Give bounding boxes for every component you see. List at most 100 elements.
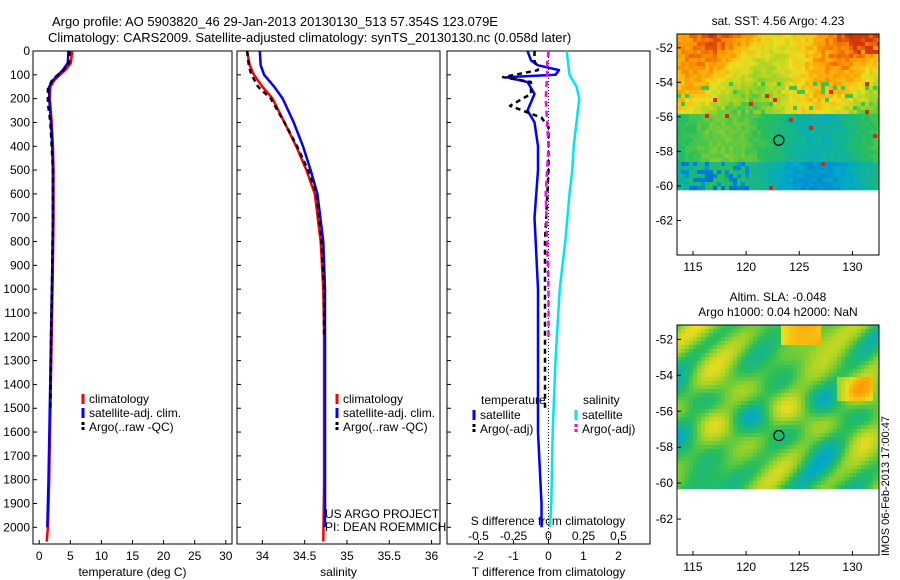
sla-map-cell	[729, 345, 734, 350]
sla-map-cell	[697, 401, 702, 406]
sla-map-cell	[729, 361, 734, 366]
sst-map-cell	[797, 178, 802, 183]
sst-map-cell	[821, 150, 826, 155]
sst-map-cell	[709, 86, 714, 91]
sst-map-cell	[785, 66, 790, 71]
sst-map-cell	[873, 142, 878, 147]
sla-map-cell	[865, 433, 870, 438]
sst-map-cell	[865, 70, 870, 75]
sla-map-cell	[693, 333, 698, 338]
sst-map-cell	[829, 86, 834, 91]
sla-map-cell	[757, 445, 762, 450]
sst-map-cell	[693, 162, 698, 167]
sst-map-cell	[805, 98, 810, 103]
sla-map-cell	[733, 353, 738, 358]
sst-map-cell	[789, 70, 794, 75]
y-tick-label-500: 500	[10, 163, 30, 177]
sla-map-cell	[769, 329, 774, 334]
sla-map-x-tick-label-125: 125	[789, 560, 809, 574]
sla-map-cell	[865, 329, 870, 334]
sst-map-cell	[817, 66, 822, 71]
sst-map-cell	[765, 86, 770, 91]
sst-map-cell	[721, 158, 726, 163]
sla-map-cell	[769, 365, 774, 370]
sla-map-cell	[785, 453, 790, 458]
sla-map-cell	[797, 453, 802, 458]
sla-map-cell	[769, 325, 774, 330]
sst-map-cell	[793, 102, 798, 107]
sst-map-cell	[777, 78, 782, 83]
sst-map-cell	[769, 34, 774, 39]
sla-map-cell	[725, 485, 730, 490]
sst-map-cell	[841, 134, 846, 139]
sst-map-cell	[681, 98, 686, 103]
sst-map-cell	[697, 106, 702, 111]
sst-map-cell	[725, 58, 730, 63]
sst-map-cell	[829, 50, 834, 55]
sst-map-x-tick-label-130: 130	[842, 260, 862, 274]
sla-map-cell	[677, 369, 682, 374]
sst-map-cell	[821, 158, 826, 163]
sst-map-cell	[869, 70, 874, 75]
sst-map-cell	[697, 102, 702, 107]
sla-map-cell	[813, 441, 818, 446]
sla-map-cell	[805, 417, 810, 422]
sst-map-cell	[785, 62, 790, 67]
sla-map-cell	[737, 333, 742, 338]
sst-map-cell	[785, 126, 790, 131]
sst-map-cell	[689, 154, 694, 159]
sst-map-cell	[761, 142, 766, 147]
sst-map-cell	[809, 86, 814, 91]
sla-map-cell	[753, 329, 758, 334]
sla-map-cell	[837, 325, 842, 330]
sla-map-cell	[701, 469, 706, 474]
sla-map-cell	[749, 341, 754, 346]
sst-map-cell	[737, 102, 742, 107]
sla-map-cell	[857, 377, 862, 382]
sla-map-cell	[753, 405, 758, 410]
sla-map-cell	[689, 425, 694, 430]
sla-map-cell	[689, 485, 694, 490]
sla-map-cell	[865, 453, 870, 458]
sla-map-cell	[693, 449, 698, 454]
sst-map-cell	[753, 150, 758, 155]
sla-map-y-tick-label--54: -54	[656, 368, 674, 382]
sla-map-cell	[697, 365, 702, 370]
sla-map-cell	[785, 361, 790, 366]
sst-map-cell	[761, 58, 766, 63]
sst-map-cell	[681, 54, 686, 59]
sla-map-cell	[797, 377, 802, 382]
sla-map-cell	[861, 333, 866, 338]
sst-map-cell	[681, 134, 686, 139]
sst-map-cell	[701, 82, 706, 87]
sla-map-cell	[861, 401, 866, 406]
sla-map-cell	[709, 381, 714, 386]
sst-map-cell	[829, 102, 834, 107]
sst-map-cell	[797, 118, 802, 123]
sla-map-cell	[689, 397, 694, 402]
sla-map-cell	[753, 449, 758, 454]
sla-map-cell	[693, 485, 698, 490]
salinity-profile-x-tick-label-35.5: 35.5	[378, 549, 402, 563]
sla-map-cell	[781, 373, 786, 378]
sla-map-cell	[865, 481, 870, 486]
sst-map-cell	[709, 122, 714, 127]
sst-map-cell	[681, 94, 686, 99]
sst-map-cell	[721, 38, 726, 43]
sst-map-cell	[717, 38, 722, 43]
sla-map-cell	[781, 429, 786, 434]
sla-map-cell	[805, 481, 810, 486]
sla-map-cell	[821, 405, 826, 410]
sst-map-cell	[869, 66, 874, 71]
sst-map-cell	[693, 130, 698, 135]
sla-map-cell	[789, 389, 794, 394]
sst-map-argo-marker	[773, 134, 785, 146]
sla-map-cell	[789, 457, 794, 462]
sla-map-cell	[721, 477, 726, 482]
sla-map-cell	[801, 433, 806, 438]
sla-map-cell	[849, 397, 854, 402]
sst-map-cell	[753, 38, 758, 43]
sst-map-cell	[805, 106, 810, 111]
sst-map-cell	[849, 114, 854, 119]
sst-map-cell	[877, 130, 879, 135]
